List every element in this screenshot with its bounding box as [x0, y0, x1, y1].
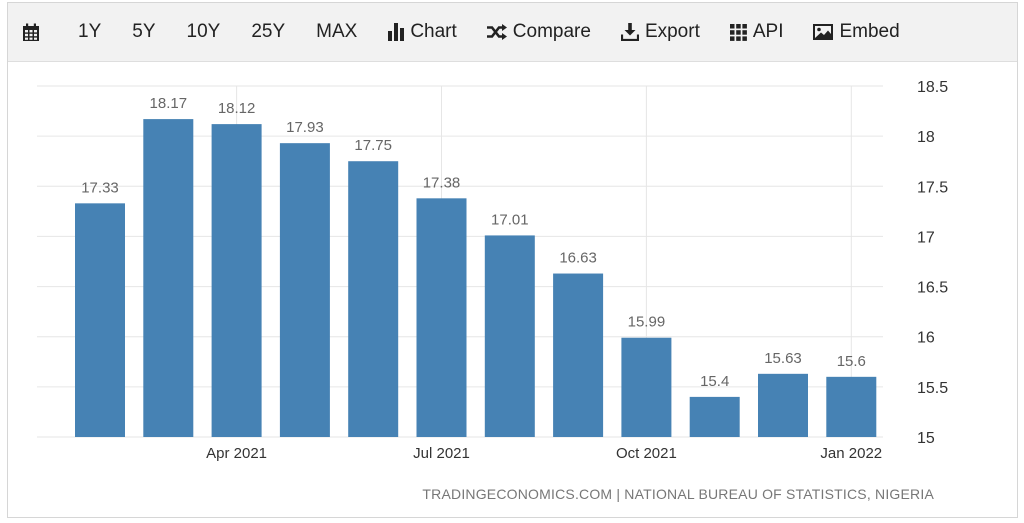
export-label: Export: [644, 21, 700, 42]
bar: [484, 235, 535, 437]
compare-button[interactable]: Compare: [486, 3, 591, 61]
data-label: 15.99: [628, 314, 666, 331]
x-tick-label: Jan 2022: [820, 445, 882, 462]
bar: [826, 376, 877, 437]
range-10y-button[interactable]: 10Y: [186, 21, 221, 42]
api-button[interactable]: API: [729, 3, 784, 61]
data-label: 15.4: [700, 373, 729, 390]
data-label: 17.93: [286, 119, 324, 136]
data-label: 17.01: [491, 211, 529, 228]
grid-icon: [729, 23, 747, 41]
chart-type-button[interactable]: Chart: [388, 3, 457, 61]
y-tick-label: 15.5: [917, 380, 948, 397]
data-label: 17.38: [423, 174, 461, 191]
image-icon: [813, 24, 834, 40]
bar: [621, 337, 672, 437]
bar: [553, 273, 604, 437]
y-tick-label: 17: [917, 229, 935, 246]
embed-label: Embed: [839, 21, 900, 42]
range-max-button[interactable]: MAX: [316, 21, 358, 42]
y-tick-label: 17.5: [917, 179, 948, 196]
bar: [211, 124, 262, 437]
data-label: 18.17: [150, 95, 188, 112]
data-label: 16.63: [559, 250, 597, 267]
y-tick-label: 16: [917, 330, 935, 347]
data-label: 17.75: [354, 137, 392, 154]
shuffle-icon: [486, 24, 507, 40]
y-tick-label: 18.5: [917, 79, 948, 96]
source-attribution: TRADINGECONOMICS.COM | NATIONAL BUREAU O…: [422, 486, 934, 502]
x-tick-label: Jul 2021: [413, 445, 470, 462]
calendar-button[interactable]: [22, 3, 46, 61]
bar-chart-icon: [388, 23, 405, 41]
api-label: API: [752, 21, 784, 42]
range-5y-button[interactable]: 5Y: [132, 21, 156, 42]
compare-label: Compare: [512, 21, 591, 42]
download-icon: [620, 23, 639, 41]
bar: [348, 161, 399, 437]
export-button[interactable]: Export: [620, 3, 700, 61]
bar: [416, 198, 467, 437]
y-tick-label: 16.5: [917, 280, 948, 297]
bar: [758, 373, 808, 437]
y-tick-label: 15: [917, 430, 935, 447]
bar: [75, 203, 125, 437]
range-25y-button[interactable]: 25Y: [251, 21, 286, 42]
y-tick-label: 18: [917, 129, 935, 146]
data-label: 17.33: [81, 179, 119, 196]
x-tick-label: Oct 2021: [616, 445, 677, 462]
bar: [143, 119, 194, 437]
data-label: 18.12: [218, 100, 256, 117]
data-label: 15.63: [764, 350, 802, 367]
chart-type-label: Chart: [410, 21, 457, 42]
range-1y-button[interactable]: 1Y: [78, 21, 102, 42]
embed-button[interactable]: Embed: [813, 3, 900, 61]
chart-toolbar: 1Y 5Y 10Y 25Y MAX Chart: [8, 3, 1017, 62]
bar: [689, 396, 740, 437]
x-tick-label: Apr 2021: [206, 445, 267, 462]
bar: [279, 143, 330, 438]
calendar-icon: [22, 23, 40, 42]
data-label: 15.6: [837, 353, 866, 370]
